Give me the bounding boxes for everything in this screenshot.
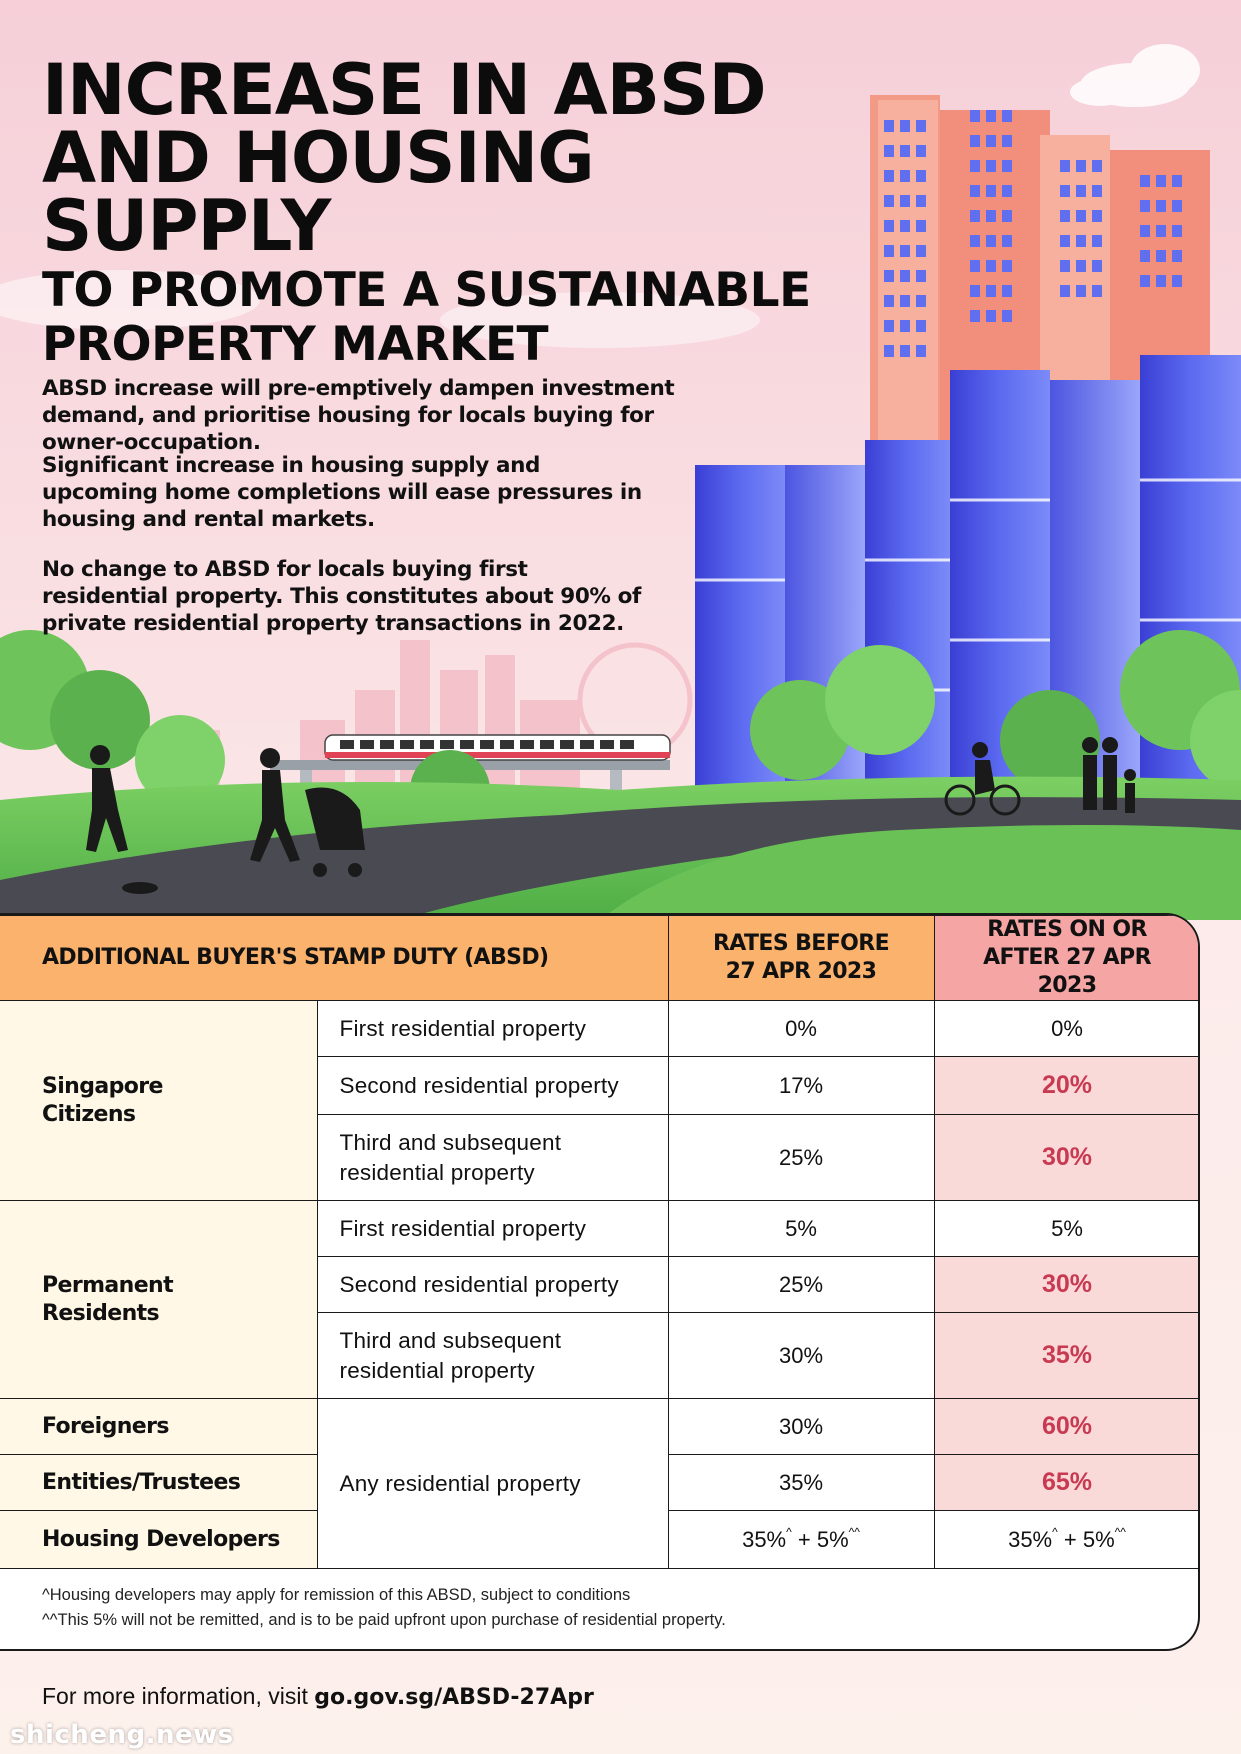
property-cell: Second residential property (316, 1256, 669, 1313)
rate-after-cell: 0% (933, 1000, 1198, 1057)
property-cell: First residential property (316, 1200, 669, 1257)
rate-after-cell: 35%^ + 5%^^ (933, 1510, 1198, 1569)
rate-before-cell: 30% (667, 1398, 935, 1455)
table-row: Foreigners Any residential property 30% … (0, 1398, 1198, 1569)
title-line-2: AND HOUSING SUPPLY (42, 117, 595, 267)
rate-before-cell: 35%^ + 5%^^ (667, 1510, 935, 1569)
title-line-1: INCREASE IN ABSD (42, 49, 767, 131)
rate-after-cell: 5% (933, 1200, 1198, 1257)
rate-before-cell: 25% (667, 1114, 935, 1201)
people-silhouettes (86, 737, 1136, 894)
footnotes: ^Housing developers may apply for remiss… (42, 1583, 726, 1633)
table-row: Singapore Citizens First residential pro… (0, 1000, 1198, 1201)
table-row: Entities/Trustees 35% 65% (0, 1454, 1198, 1511)
category-housing-developers: Housing Developers (0, 1510, 318, 1569)
property-cell: Third and subsequent residential propert… (316, 1312, 669, 1399)
clouds (0, 44, 1200, 348)
footer-prefix: For more information, visit (42, 1683, 315, 1709)
category-foreigners: Foreigners (0, 1398, 318, 1455)
rate-before-cell: 25% (667, 1256, 935, 1313)
table-row: Third and subsequent residential propert… (0, 1312, 1198, 1399)
property-cell-any: Any residential property (316, 1398, 669, 1569)
rate-after-cell: 30% (933, 1114, 1198, 1201)
footnote-2: ^^This 5% will not be remitted, and is t… (42, 1611, 726, 1629)
rate-after-cell: 60% (933, 1398, 1198, 1455)
header-absd: ADDITIONAL BUYER'S STAMP DUTY (ABSD) (0, 915, 669, 1001)
property-cell: First residential property (316, 1000, 669, 1057)
path (0, 797, 1241, 920)
paragraph-3: No change to ABSD for locals buying firs… (42, 557, 641, 636)
category-citizens: Singapore Citizens (0, 1000, 318, 1201)
rate-after-cell: 35% (933, 1312, 1198, 1399)
footer-link[interactable]: go.gov.sg/ABSD-27Apr (314, 1685, 594, 1710)
table-row: Permanent Residents First residential pr… (0, 1200, 1198, 1399)
property-cell: Third and subsequent residential propert… (316, 1114, 669, 1201)
rate-before-cell: 5% (667, 1200, 935, 1257)
table-row: Second residential property 17% 20% (0, 1056, 1198, 1115)
category-permanent-residents: Permanent Residents (0, 1200, 318, 1399)
footer-info: For more information, visit go.gov.sg/AB… (42, 1683, 594, 1710)
title-line-3: TO PROMOTE A SUSTAINABLE (42, 263, 811, 318)
title-line-4: PROPERTY MARKET (42, 317, 549, 372)
city-park-illustration (0, 0, 1241, 920)
table-row: Second residential property 25% 30% (0, 1256, 1198, 1313)
header-rates-before: RATES BEFORE 27 APR 2023 (667, 915, 935, 1001)
table-row: Third and subsequent residential propert… (0, 1114, 1198, 1201)
rate-before-cell: 17% (667, 1056, 935, 1115)
title-block: INCREASE IN ABSD AND HOUSING SUPPLY TO P… (42, 49, 862, 372)
rate-before-cell: 35% (667, 1454, 935, 1511)
rate-after-cell: 30% (933, 1256, 1198, 1313)
table-header-row: ADDITIONAL BUYER'S STAMP DUTY (ABSD) RAT… (0, 915, 1198, 1001)
watermark: shicheng.news (10, 1720, 234, 1750)
hero-illustration: INCREASE IN ABSD AND HOUSING SUPPLY TO P… (0, 0, 1241, 920)
absd-table-panel: ADDITIONAL BUYER'S STAMP DUTY (ABSD) RAT… (0, 913, 1200, 1651)
table-row: Housing Developers 35%^ + 5%^^ 35%^ + 5%… (0, 1510, 1198, 1569)
paragraph-1: ABSD increase will pre-emptively dampen … (42, 376, 675, 455)
paragraph-2: Significant increase in housing supply a… (42, 453, 642, 532)
rate-after-cell: 20% (933, 1056, 1198, 1115)
property-cell: Second residential property (316, 1056, 669, 1115)
absd-table: ADDITIONAL BUYER'S STAMP DUTY (ABSD) RAT… (0, 915, 1198, 1569)
rate-after-cell: 65% (933, 1454, 1198, 1511)
rate-before-cell: 30% (667, 1312, 935, 1399)
rate-before-cell: 0% (667, 1000, 935, 1057)
footnote-1: ^Housing developers may apply for remiss… (42, 1586, 631, 1604)
header-rates-after: RATES ON OR AFTER 27 APR 2023 (933, 915, 1198, 1001)
trees (0, 630, 1241, 830)
category-entities-trustees: Entities/Trustees (0, 1454, 318, 1511)
